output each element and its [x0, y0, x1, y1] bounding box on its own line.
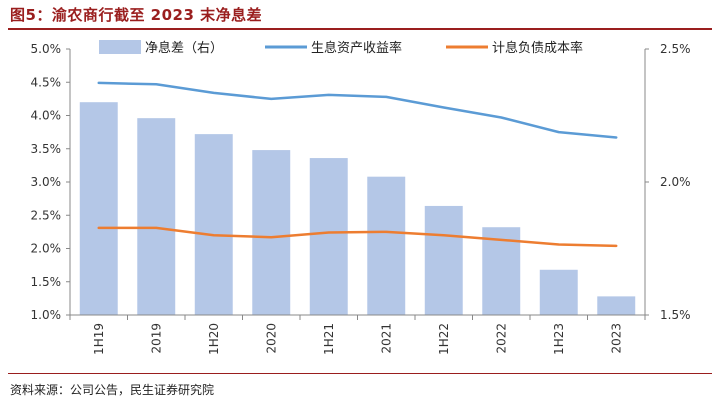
left-tick-label: 3.5%	[31, 142, 62, 156]
left-tick-label: 1.5%	[31, 275, 62, 289]
x-tick-label: 2022	[494, 323, 508, 354]
legend-label: 生息资产收益率	[311, 40, 402, 56]
footer-divider	[8, 373, 712, 374]
bar-2023	[597, 296, 636, 315]
left-tick-label: 2.5%	[31, 208, 62, 222]
bar-1H21	[309, 158, 348, 315]
legend-swatch-bar	[99, 40, 141, 54]
right-tick-label: 2.0%	[660, 175, 691, 189]
bar-1H20	[194, 134, 233, 315]
bar-1H23	[539, 269, 578, 315]
bar-1H22	[424, 205, 463, 315]
x-tick-label: 2023	[609, 323, 623, 354]
bar-1H19	[79, 102, 118, 315]
left-tick-label: 4.0%	[31, 109, 62, 123]
legend-label: 净息差（右）	[145, 40, 223, 56]
series-line-计息负债成本率	[97, 226, 618, 248]
x-tick-label: 2019	[149, 323, 163, 354]
x-tick-label: 1H22	[437, 323, 451, 355]
x-tick-label: 1H21	[322, 323, 336, 355]
bar-2020	[252, 150, 291, 315]
left-tick-label: 3.0%	[31, 175, 62, 189]
left-tick-label: 5.0%	[31, 42, 62, 56]
chart-title: 图5：渝农商行截至 2023 末净息差	[10, 6, 263, 24]
right-tick-label: 1.5%	[660, 308, 691, 322]
left-tick-label: 2.0%	[31, 242, 62, 256]
series-line-生息资产收益率	[97, 81, 618, 139]
bar-2019	[137, 118, 176, 315]
x-tick-label: 2020	[264, 323, 278, 354]
left-tick-label: 1.0%	[31, 308, 62, 322]
x-tick-label: 1H19	[92, 323, 106, 355]
right-tick-label: 2.5%	[660, 42, 691, 56]
x-tick-label: 2021	[379, 323, 393, 354]
left-tick-label: 4.5%	[31, 75, 62, 89]
source-note: 资料来源：公司公告，民生证券研究院	[10, 383, 215, 397]
title-divider	[8, 28, 712, 30]
x-tick-label: 1H20	[207, 323, 221, 355]
bar-2021	[367, 176, 406, 315]
x-tick-label: 1H23	[552, 323, 566, 355]
legend-label: 计息负债成本率	[492, 40, 583, 56]
